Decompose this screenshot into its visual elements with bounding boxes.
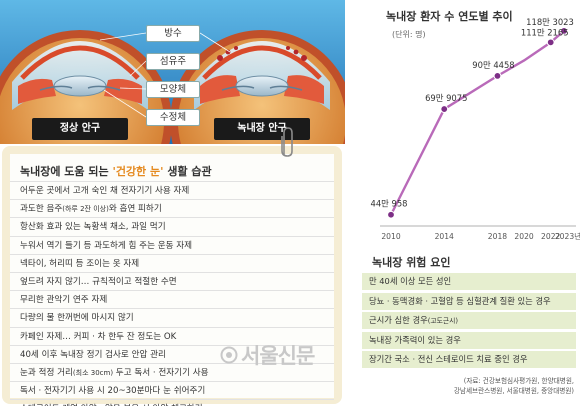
x-tick-label: 2020: [514, 232, 533, 241]
data-label: 44만 958: [370, 199, 407, 209]
habit-item: 다량의 물 한꺼번에 마시지 않기: [10, 308, 334, 326]
risk-factors-title: 녹내장 위험 요인: [372, 256, 451, 269]
source-citation: (자료: 건강보험심사평가원, 한양대병원, 강남세브란스병원, 서울대병원, …: [453, 377, 574, 395]
data-point: [387, 210, 395, 219]
chart-unit: (단위: 명): [392, 30, 426, 39]
habit-item: 눈과 적정 거리(최소 30cm) 두고 독서 · 전자기기 사용: [10, 362, 334, 381]
risk-factor-item: 당뇨 · 동맥경화 · 고혈압 등 심혈관계 질환 있는 경우: [362, 292, 576, 310]
habit-item: 항산화 효과 있는 녹황색 채소, 과일 먹기: [10, 217, 334, 235]
x-tick-label: 2023년: [555, 231, 580, 241]
x-tick-label: 2010: [381, 232, 400, 241]
risk-factor-item: 만 40세 이상 모든 성인: [362, 273, 576, 290]
habit-item: 스테로이드 계열 안약 · 약을 복용 시 안압 체크하기: [10, 399, 334, 406]
risk-factor-item: 장기간 국소 · 전신 스테로이드 치료 중인 경우: [362, 351, 576, 369]
habit-item: 어두운 곳에서 고개 숙인 채 전자기기 사용 자제: [10, 181, 334, 199]
habits-list: 어두운 곳에서 고개 숙인 채 전자기기 사용 자제 과도한 음주(하루 2잔 이…: [10, 181, 334, 406]
label-ciliary-body: 모양체: [146, 81, 200, 98]
habit-item: 독서 · 전자기기 사용 시 20~30분마다 눈 쉬어주기: [10, 381, 334, 399]
risk-factor-item: 녹내장 가족력이 있는 경우: [362, 331, 576, 349]
data-point: [440, 105, 449, 113]
normal-eye-drawing: [0, 30, 172, 144]
risk-factor-item: 근시가 심한 경우(고도근시): [362, 312, 576, 330]
glaucoma-eye-label: 녹내장 안구: [214, 118, 310, 140]
data-label: 90만 4458: [472, 60, 514, 70]
x-tick-label: 2014: [435, 232, 454, 241]
label-lens: 수정체: [146, 109, 200, 126]
data-label: 118만 3023: [526, 17, 574, 27]
habit-item: 카페인 자제… 커피 · 차 한두 잔 정도는 OK: [10, 326, 334, 345]
data-label: 111만 2165: [521, 27, 569, 37]
habit-item: 엎드려 자지 않기… 규칙적이고 적절한 수면: [10, 271, 334, 290]
eye-illustration: 방수 섬유주 모양체 수정체 정상 안구 녹내장 안구: [0, 0, 345, 144]
x-tick-label: 2018: [488, 232, 507, 241]
chart-title: 녹내장 환자 수 연도별 추이: [386, 10, 513, 23]
habit-item: 과도한 음주(하루 2잔 이상)와 흡연 피하기: [10, 199, 334, 217]
seoul-shinmun-watermark: 서울신문: [220, 340, 315, 370]
habit-item: 무리한 관악기 연주 자제: [10, 290, 334, 308]
newspaper-logo-icon: [220, 346, 238, 364]
healthy-eye-habits-card: 녹내장에 도움 되는 '건강한 눈' 생활 습관 어두운 곳에서 고개 숙인 채…: [2, 146, 342, 406]
data-point: [546, 38, 555, 47]
label-aqueous-humor: 방수: [146, 25, 200, 42]
habit-item: 누워서 역기 들기 등 과도하게 힘 주는 운동 자제: [10, 235, 334, 254]
series-line: [389, 29, 565, 216]
habits-title: 녹내장에 도움 되는 '건강한 눈' 생활 습관: [20, 165, 212, 178]
data-point: [560, 26, 568, 35]
habit-item: 40세 이후 녹내장 정기 검사로 안압 관리: [10, 344, 334, 363]
label-trabecular-meshwork: 섬유주: [146, 53, 200, 70]
watermark-text: 서울신문: [241, 344, 315, 368]
habits-note-paper: 녹내장에 도움 되는 '건강한 눈' 생활 습관 어두운 곳에서 고개 숙인 채…: [10, 154, 334, 406]
data-label: 69만 9075: [425, 93, 467, 103]
paper-clip-icon: [281, 127, 293, 157]
data-point: [493, 71, 502, 80]
eye-cross-section-drawing: [0, 0, 345, 144]
habit-item: 넥타이, 허리띠 등 조이는 옷 자제: [10, 253, 334, 272]
x-tick-label: 2022: [541, 232, 560, 241]
normal-eye-label: 정상 안구: [32, 118, 128, 140]
glaucoma-eye-drawing: [170, 30, 345, 144]
